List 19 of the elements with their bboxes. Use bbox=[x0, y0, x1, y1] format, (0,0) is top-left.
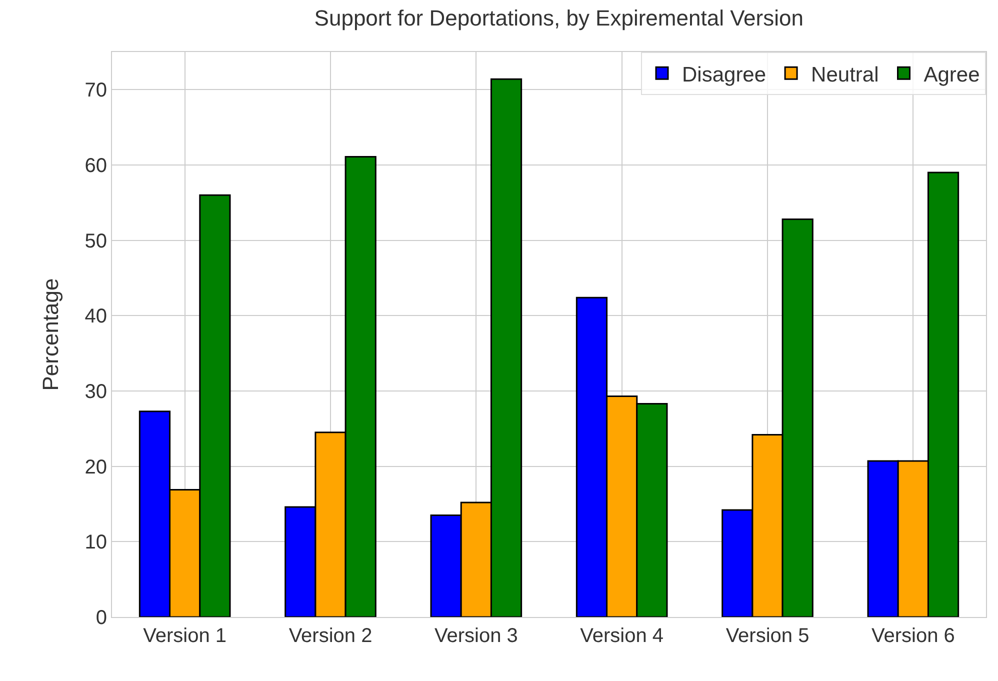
y-tick-label: 30 bbox=[84, 381, 107, 403]
legend-label: Neutral bbox=[811, 63, 879, 86]
legend-label: Disagree bbox=[682, 63, 766, 86]
x-tick-label: Version 1 bbox=[143, 625, 227, 647]
y-tick-label: 0 bbox=[96, 607, 107, 629]
x-tick-label: Version 5 bbox=[726, 625, 810, 647]
y-tick-label: 60 bbox=[84, 155, 107, 177]
x-tick-label: Version 2 bbox=[288, 625, 372, 647]
y-tick-label: 50 bbox=[84, 230, 107, 252]
chart-title: Support for Deportations, by Expiremental Version bbox=[314, 6, 804, 31]
legend-label: Agree bbox=[924, 63, 980, 86]
y-tick-label: 70 bbox=[84, 80, 107, 102]
y-tick-label: 10 bbox=[84, 532, 107, 554]
y-tick-label: 40 bbox=[84, 306, 107, 328]
x-tick-label: Version 6 bbox=[871, 625, 955, 647]
y-axis-title: Percentage bbox=[38, 278, 63, 391]
x-tick-label: Version 4 bbox=[580, 625, 664, 647]
x-tick-label: Version 3 bbox=[434, 625, 518, 647]
y-tick-label: 20 bbox=[84, 456, 107, 478]
